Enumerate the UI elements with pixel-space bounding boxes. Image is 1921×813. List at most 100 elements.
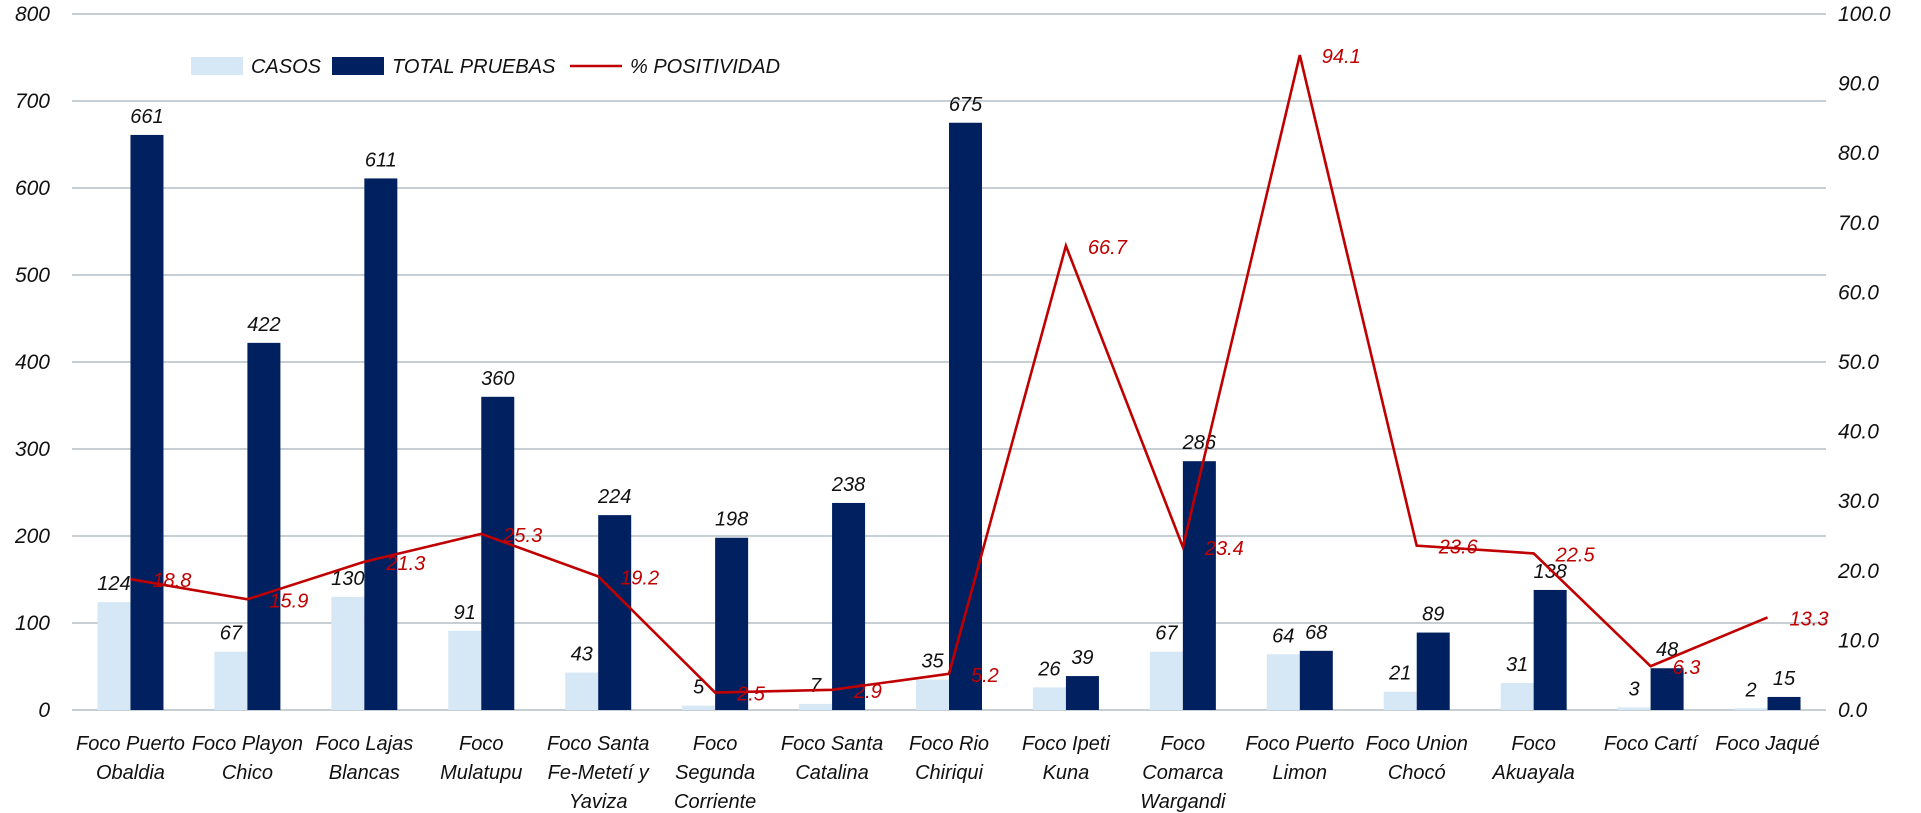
x-category-label: Foco Lajas — [315, 733, 413, 755]
bar-casos — [1383, 691, 1417, 710]
bar-casos — [331, 596, 365, 710]
data-label-total-pruebas: 422 — [247, 314, 280, 336]
x-category-label: Mulatupu — [440, 762, 522, 784]
x-category-label: Chocó — [1388, 762, 1446, 784]
data-label-casos: 2 — [1744, 679, 1756, 701]
data-label-positividad: 18.8 — [152, 570, 191, 592]
bar-total-pruebas — [715, 537, 749, 710]
bar-total-pruebas — [1182, 461, 1216, 710]
data-label-positividad: 2.9 — [853, 681, 882, 703]
y-left-tick-label: 300 — [15, 438, 50, 461]
x-category-label: Chiriqui — [915, 762, 983, 784]
y-left-tick-label: 400 — [15, 351, 50, 374]
bar-total-pruebas — [832, 502, 866, 710]
legend-swatch-total-pruebas — [332, 57, 384, 75]
x-category-label: Foco Puerto — [1245, 733, 1354, 755]
y-left-tick-label: 0 — [38, 699, 50, 722]
x-category-label: Fe-Metetí y — [548, 762, 650, 784]
x-category-label: Wargandi — [1140, 791, 1226, 813]
legend-label-total-pruebas: TOTAL PRUEBAS — [392, 56, 556, 78]
data-label-total-pruebas: 224 — [597, 486, 631, 508]
data-label-positividad: 22.5 — [1555, 544, 1596, 566]
bar-casos — [1617, 707, 1651, 710]
data-label-total-pruebas: 89 — [1422, 604, 1444, 626]
y-right-tick-label: 20.0 — [1837, 560, 1879, 583]
y-right-tick-label: 0.0 — [1838, 699, 1868, 722]
data-label-total-pruebas: 68 — [1305, 622, 1327, 644]
bar-total-pruebas — [364, 178, 398, 710]
x-category-label: Limon — [1273, 762, 1327, 784]
bar-total-pruebas — [130, 134, 164, 710]
data-label-casos: 5 — [693, 677, 705, 699]
bar-total-pruebas — [481, 396, 515, 710]
x-category-label: Foco Playon — [192, 733, 303, 755]
data-label-casos: 67 — [220, 623, 243, 645]
bar-total-pruebas — [1767, 696, 1801, 710]
data-label-casos: 31 — [1506, 654, 1528, 676]
data-label-positividad: 23.4 — [1204, 538, 1244, 560]
data-label-total-pruebas: 675 — [949, 94, 983, 116]
y-left-tick-label: 100 — [15, 612, 50, 635]
y-left-tick-label: 800 — [15, 3, 50, 26]
x-category-label: Foco — [693, 733, 737, 755]
x-category-label: Foco Rio — [909, 733, 989, 755]
bar-total-pruebas — [1650, 668, 1684, 710]
data-label-total-pruebas: 15 — [1773, 668, 1796, 690]
legend-label-positividad: % POSITIVIDAD — [630, 56, 780, 78]
bar-total-pruebas — [1533, 589, 1567, 710]
bar-casos — [565, 672, 599, 710]
data-label-casos: 91 — [454, 602, 476, 624]
data-label-positividad: 21.3 — [385, 553, 425, 575]
bar-casos — [799, 703, 833, 710]
y-left-tick-label: 200 — [14, 525, 50, 548]
data-label-casos: 7 — [810, 675, 822, 697]
y-right-tick-label: 30.0 — [1838, 490, 1879, 513]
data-label-positividad: 23.6 — [1438, 537, 1479, 559]
y-left-tick-label: 700 — [15, 90, 50, 113]
x-category-label: Foco Puerto — [76, 733, 185, 755]
x-category-label: Akuayala — [1492, 762, 1575, 784]
bar-casos — [448, 630, 482, 710]
bar-total-pruebas — [1416, 632, 1450, 710]
x-category-label: Foco Santa — [547, 733, 649, 755]
bar-total-pruebas — [1299, 650, 1333, 710]
bar-casos — [916, 679, 949, 710]
y-right-tick-label: 50.0 — [1838, 351, 1879, 374]
x-category-label: Comarca — [1142, 762, 1223, 784]
y-right-tick-label: 40.0 — [1838, 421, 1879, 444]
data-label-casos: 64 — [1272, 625, 1294, 647]
x-category-label: Foco — [1161, 733, 1205, 755]
x-category-label: Segunda — [675, 762, 755, 784]
x-category-label: Corriente — [674, 791, 756, 813]
legend-label-casos: CASOS — [251, 56, 322, 78]
data-label-casos: 67 — [1155, 623, 1178, 645]
bar-casos — [97, 602, 131, 710]
bar-casos — [214, 651, 248, 710]
data-label-total-pruebas: 286 — [1182, 432, 1217, 454]
bar-total-pruebas — [247, 342, 281, 710]
bar-casos — [1149, 651, 1183, 710]
y-left-tick-label: 600 — [15, 177, 50, 200]
data-label-casos: 130 — [331, 568, 364, 590]
x-category-label: Blancas — [329, 762, 400, 784]
x-category-label: Foco Union — [1366, 733, 1468, 755]
y-right-tick-label: 80.0 — [1838, 142, 1879, 165]
x-category-label: Kuna — [1043, 762, 1090, 784]
y-left-tick-label: 500 — [15, 264, 50, 287]
data-label-positividad: 66.7 — [1088, 237, 1128, 259]
data-label-positividad: 25.3 — [502, 525, 542, 547]
data-label-positividad: 19.2 — [620, 567, 659, 589]
bar-casos — [1734, 708, 1768, 710]
bar-casos — [1266, 654, 1300, 710]
legend-swatch-casos — [191, 57, 243, 75]
data-label-casos: 124 — [97, 573, 130, 595]
y-right-tick-label: 10.0 — [1838, 629, 1879, 652]
data-label-total-pruebas: 198 — [715, 509, 748, 531]
data-label-total-pruebas: 238 — [831, 474, 865, 496]
bar-total-pruebas — [1065, 676, 1099, 710]
data-label-casos: 3 — [1629, 678, 1640, 700]
bar-casos — [682, 705, 716, 710]
bar-casos — [1500, 683, 1534, 710]
data-label-positividad: 2.5 — [736, 684, 766, 706]
